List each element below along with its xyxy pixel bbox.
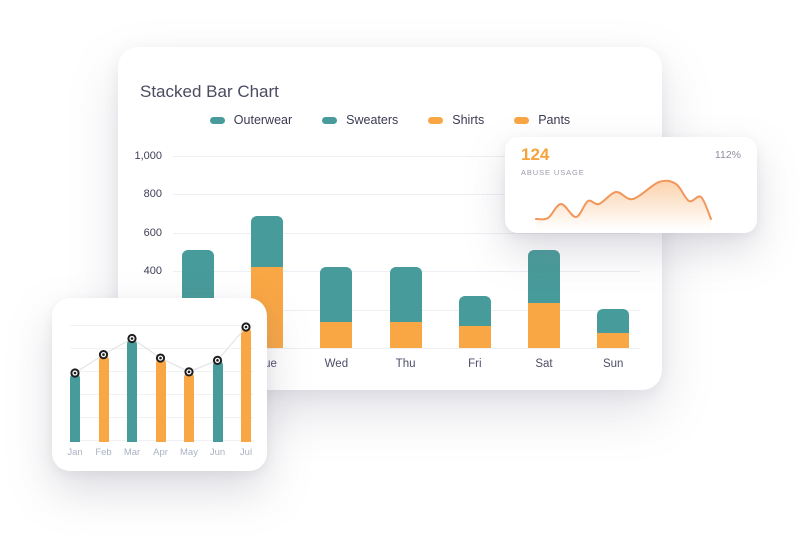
sparkline-area-fill bbox=[536, 180, 711, 230]
gridline bbox=[173, 156, 640, 157]
mini-bar-feb[interactable] bbox=[98, 354, 109, 442]
legend-swatch-icon bbox=[209, 116, 225, 124]
stacked-bar-sun[interactable] bbox=[597, 308, 630, 348]
bar-segment-teal bbox=[320, 267, 353, 323]
mini-bar-chart-card: Jan Feb Mar Apr May Jun Jul bbox=[52, 298, 267, 471]
mini-bar-may[interactable] bbox=[184, 371, 194, 442]
legend-item-pants[interactable]: Pants bbox=[514, 113, 570, 127]
gridline bbox=[173, 348, 640, 349]
bar-segment-orange bbox=[458, 325, 491, 348]
x-axis-tick-wed: Wed bbox=[324, 358, 349, 370]
mini-bar-jun[interactable] bbox=[212, 360, 223, 442]
stacked-bar-fri[interactable] bbox=[458, 296, 491, 348]
legend-item-shirts[interactable]: Shirts bbox=[428, 113, 484, 127]
legend-label: Sweaters bbox=[346, 113, 399, 127]
x-axis-tick-sat: Sat bbox=[535, 358, 553, 370]
stat-value: 124 bbox=[521, 145, 550, 164]
chart-title: Stacked Bar Chart bbox=[140, 82, 279, 102]
legend-swatch-icon bbox=[428, 116, 444, 124]
mini-bar-mar[interactable] bbox=[127, 338, 137, 442]
legend-swatch-icon bbox=[322, 116, 338, 124]
legend-label: Shirts bbox=[452, 113, 485, 127]
bar-segment-orange bbox=[528, 302, 560, 348]
mini-x-tick-jun: Jun bbox=[209, 447, 226, 458]
x-axis-tick-fri: Fri bbox=[468, 358, 482, 370]
mini-x-tick-mar: Mar bbox=[123, 447, 141, 458]
stacked-bar-tue[interactable] bbox=[251, 215, 284, 348]
mini-bar-jan[interactable] bbox=[70, 373, 80, 442]
bar-segment-orange bbox=[597, 332, 630, 348]
y-axis-tick: 800 bbox=[143, 188, 162, 201]
abuse-usage-card: 124 112% ABUSE USAGE bbox=[505, 137, 757, 233]
stat-percent: 112% bbox=[714, 149, 741, 161]
bar-segment-orange bbox=[320, 322, 353, 348]
mini-x-tick-feb: Feb bbox=[95, 447, 112, 458]
mini-x-tick-jul: Jul bbox=[239, 447, 253, 458]
x-axis-tick-thu: Thu bbox=[395, 358, 416, 370]
gridline bbox=[173, 232, 640, 234]
legend-label: Outerwear bbox=[233, 113, 293, 127]
stacked-bar-sat[interactable] bbox=[528, 250, 560, 348]
gridline bbox=[173, 194, 640, 196]
bar-segment-teal bbox=[597, 308, 630, 333]
mini-x-tick-apr: Apr bbox=[153, 447, 168, 458]
legend-swatch-icon bbox=[514, 116, 530, 124]
x-axis-tick-sun: Sun bbox=[602, 358, 624, 370]
bar-segment-teal bbox=[251, 215, 284, 268]
mini-gridline bbox=[70, 325, 254, 326]
stat-label: ABUSE USAGE bbox=[521, 168, 585, 177]
bar-segment-teal bbox=[458, 296, 491, 326]
mini-bar-jul[interactable] bbox=[241, 327, 251, 442]
bar-segment-teal bbox=[528, 250, 560, 303]
area-sparkline bbox=[535, 179, 712, 230]
mini-x-tick-jan: Jan bbox=[67, 447, 83, 458]
mini-chart-plot: Jan Feb Mar Apr May Jun Jul bbox=[52, 298, 267, 471]
legend-item-outerwear[interactable]: Outerwear bbox=[209, 113, 293, 127]
y-axis-tick: 1,000 bbox=[134, 150, 162, 162]
bar-segment-teal bbox=[389, 267, 422, 323]
mini-bar-apr[interactable] bbox=[155, 358, 166, 442]
chart-legend: Outerwear Sweaters Shirts Pants bbox=[118, 113, 662, 127]
mini-gridline bbox=[70, 348, 254, 349]
bar-segment-orange bbox=[389, 322, 422, 348]
stacked-bar-thu[interactable] bbox=[389, 267, 422, 348]
stacked-bar-wed[interactable] bbox=[320, 267, 353, 348]
mini-x-tick-may: May bbox=[180, 447, 198, 458]
sparkline-path bbox=[535, 179, 712, 221]
legend-label: Pants bbox=[538, 113, 571, 127]
legend-item-sweaters[interactable]: Sweaters bbox=[322, 113, 398, 127]
y-axis-tick: 400 bbox=[143, 265, 162, 278]
y-axis-tick: 600 bbox=[143, 226, 162, 239]
